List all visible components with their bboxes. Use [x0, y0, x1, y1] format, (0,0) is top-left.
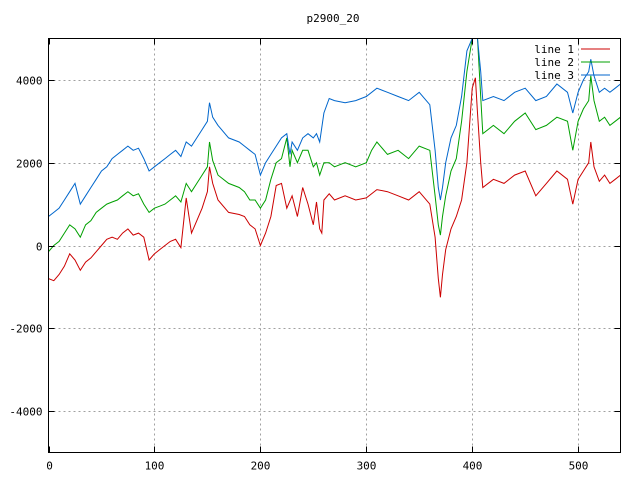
chart-title: p2900_20	[307, 12, 360, 25]
legend-label: line 2	[534, 56, 574, 69]
legend-label: line 1	[534, 43, 574, 56]
x-tick-label: 300	[357, 460, 377, 473]
x-tick-label: 200	[251, 460, 271, 473]
series-line-1	[48, 77, 621, 298]
plot-frame	[48, 38, 621, 453]
x-tick-label: 400	[463, 460, 483, 473]
y-tick-label: 2000	[16, 158, 43, 171]
tick-layer: 0 100 200 300 400 500 -4000 -2000 0 2000 4000	[9, 38, 621, 473]
series-line-3	[48, 38, 621, 217]
series-layer	[48, 38, 621, 298]
x-tick-label: 0	[46, 460, 53, 473]
x-tick-label: 500	[569, 460, 589, 473]
y-tick-label: 0	[36, 241, 43, 254]
y-tick-label: -2000	[9, 323, 42, 336]
series-line-2	[48, 38, 621, 253]
x-tick-label: 100	[145, 460, 165, 473]
legend-label: line 3	[534, 69, 574, 82]
grid	[48, 38, 621, 453]
y-tick-label: -4000	[9, 406, 42, 419]
y-tick-label: 4000	[16, 75, 43, 88]
